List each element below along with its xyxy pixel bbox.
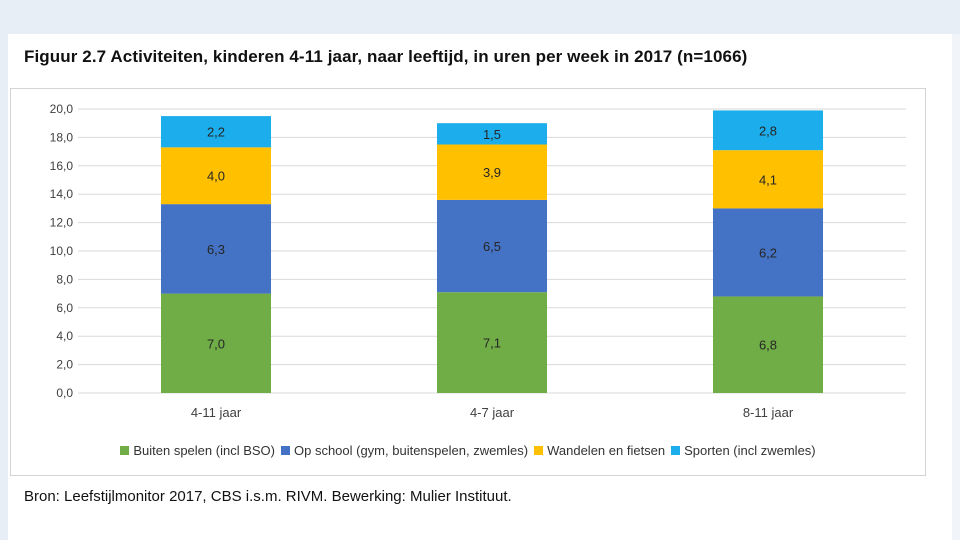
data-label: 6,3 bbox=[207, 242, 225, 257]
legend-label: Wandelen en fietsen bbox=[547, 443, 666, 458]
legend-swatch bbox=[280, 446, 290, 455]
stacked-bar-chart: 0,0 2,0 4,0 6,0 8,0 10,0 12,0 14,0 16,0 18,0 20,0 7… bbox=[50, 102, 906, 420]
y-tick-label: 6,0 bbox=[56, 301, 73, 315]
bar-segment bbox=[437, 199, 547, 293]
y-tick-label: 8,0 bbox=[56, 272, 73, 286]
y-tick-label: 10,0 bbox=[50, 244, 74, 258]
y-tick-label: 20,0 bbox=[50, 102, 74, 116]
legend-label: Op school (gym, buitenspelen, zwemles) bbox=[293, 443, 529, 458]
right-background-band bbox=[952, 34, 960, 540]
data-label: 3,9 bbox=[483, 165, 501, 180]
bar-segment bbox=[437, 292, 547, 393]
data-label: 7,0 bbox=[207, 336, 225, 351]
left-background-band bbox=[0, 34, 8, 540]
legend-label: Sporten (incl zwemles) bbox=[684, 443, 816, 458]
data-label: 2,2 bbox=[207, 125, 225, 140]
legend-item: Op school (gym, buitenspelen, zwemles) bbox=[280, 443, 529, 458]
legend-item: Buiten spelen (incl BSO) bbox=[120, 443, 275, 458]
data-label: 6,2 bbox=[759, 245, 777, 260]
data-label: 7,1 bbox=[483, 336, 501, 351]
bar-segment bbox=[161, 147, 271, 205]
top-background-band bbox=[0, 0, 960, 34]
x-tick-label: 4-11 jaar bbox=[191, 405, 242, 420]
legend-swatch bbox=[120, 446, 130, 455]
legend-swatch bbox=[671, 446, 681, 455]
y-tick-label: 18,0 bbox=[50, 130, 74, 144]
legend-item: Sporten (incl zwemles) bbox=[671, 443, 816, 458]
x-tick-label: 4-7 jaar bbox=[470, 405, 515, 420]
data-label: 2,8 bbox=[759, 123, 777, 138]
source-note: Bron: Leefstijlmonitor 2017, CBS i.s.m. … bbox=[24, 488, 512, 505]
data-label: 4,0 bbox=[207, 169, 225, 184]
legend-swatch bbox=[534, 446, 544, 455]
bar-segment bbox=[161, 293, 271, 393]
figure-title: Figuur 2.7 Activiteiten, kinderen 4-11 j… bbox=[24, 47, 748, 66]
bar-segment bbox=[713, 110, 823, 151]
y-tick-label: 16,0 bbox=[50, 159, 74, 173]
bar-segment bbox=[713, 208, 823, 297]
legend-item: Wandelen en fietsen bbox=[534, 443, 665, 458]
bar-segment bbox=[713, 296, 823, 393]
bar-segment bbox=[437, 123, 547, 145]
x-tick-label: 8-11 jaar bbox=[743, 405, 794, 420]
data-label: 6,5 bbox=[483, 239, 501, 254]
chart-legend: Buiten spelen (incl BSO) Op school (gym, … bbox=[10, 443, 926, 458]
y-tick-label: 4,0 bbox=[56, 329, 73, 343]
y-tick-label: 14,0 bbox=[50, 187, 74, 201]
data-label: 6,8 bbox=[759, 338, 777, 353]
bar-segment bbox=[161, 204, 271, 294]
legend-label: Buiten spelen (incl BSO) bbox=[133, 443, 275, 458]
bar-segment bbox=[713, 150, 823, 209]
data-label: 4,1 bbox=[759, 172, 777, 187]
data-label: 1,5 bbox=[483, 127, 501, 142]
y-tick-label: 12,0 bbox=[50, 216, 74, 230]
bar-segment bbox=[161, 116, 271, 148]
y-tick-label: 0,0 bbox=[56, 386, 73, 400]
y-tick-label: 2,0 bbox=[56, 358, 73, 372]
bar-segment bbox=[437, 144, 547, 200]
